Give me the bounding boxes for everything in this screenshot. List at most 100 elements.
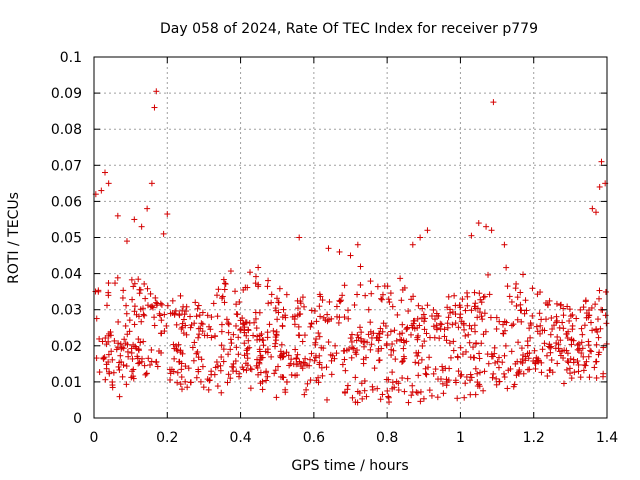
data-point (399, 286, 406, 293)
data-point (478, 340, 485, 347)
data-point (102, 376, 109, 383)
data-point (586, 374, 593, 381)
data-point (252, 280, 259, 287)
data-point (444, 304, 451, 311)
data-point (409, 382, 416, 389)
data-point (237, 317, 244, 324)
data-point (227, 336, 234, 343)
data-point (145, 355, 152, 362)
data-point (161, 328, 168, 335)
data-point (428, 313, 435, 320)
data-point (514, 294, 521, 301)
data-point (593, 341, 600, 348)
data-point (200, 384, 207, 391)
data-point (510, 383, 517, 390)
data-point (114, 212, 121, 219)
data-point (101, 169, 108, 176)
data-point (316, 359, 323, 366)
data-point (379, 328, 386, 335)
data-point (415, 302, 422, 309)
data-point (547, 344, 554, 351)
data-point (476, 350, 483, 357)
data-point (324, 396, 331, 403)
y-tick-label: 0.05 (51, 231, 82, 247)
data-point (190, 357, 197, 364)
data-point (236, 298, 243, 305)
data-point (471, 354, 478, 361)
data-point (274, 316, 281, 323)
data-point (316, 291, 323, 298)
data-point (398, 297, 405, 304)
data-point (103, 365, 110, 372)
data-point (282, 314, 289, 321)
data-point (385, 394, 392, 401)
data-point (152, 359, 159, 366)
data-point (219, 293, 226, 300)
data-point (251, 319, 258, 326)
data-point (443, 337, 450, 344)
data-point (433, 322, 440, 329)
data-point (151, 314, 158, 321)
data-point (273, 328, 280, 335)
data-point (220, 358, 227, 365)
data-point (501, 352, 508, 359)
data-point (197, 378, 204, 385)
data-point (351, 302, 358, 309)
data-point (252, 273, 259, 280)
data-point (183, 308, 190, 315)
data-point (413, 349, 420, 356)
data-point (233, 344, 240, 351)
data-point (537, 322, 544, 329)
chart-title: Day 058 of 2024, Rate Of TEC Index for r… (160, 21, 538, 37)
data-point (581, 361, 588, 368)
data-point (324, 318, 331, 325)
data-point (600, 373, 607, 380)
data-point (581, 322, 588, 329)
data-point (441, 326, 448, 333)
data-point (462, 380, 469, 387)
data-point (575, 361, 582, 368)
data-point (285, 352, 292, 359)
data-point (553, 319, 560, 326)
data-point (242, 284, 249, 291)
data-point (472, 365, 479, 372)
data-point (167, 376, 174, 383)
data-point (565, 359, 572, 366)
data-point (401, 388, 408, 395)
data-point (247, 385, 254, 392)
data-point (318, 364, 325, 371)
data-point (564, 334, 571, 341)
data-point (341, 356, 348, 363)
data-point (529, 285, 536, 292)
data-point (277, 373, 284, 380)
data-point (130, 283, 137, 290)
data-point (404, 324, 411, 331)
data-point (385, 296, 392, 303)
data-point (347, 335, 354, 342)
data-point (266, 321, 273, 328)
data-point (514, 316, 521, 323)
data-point (558, 301, 565, 308)
data-point (538, 316, 545, 323)
data-point (339, 292, 346, 299)
data-point (504, 385, 511, 392)
data-point (316, 303, 323, 310)
data-point (596, 183, 603, 190)
data-point (105, 292, 112, 299)
data-point (547, 349, 554, 356)
data-point (475, 220, 482, 227)
data-point (379, 391, 386, 398)
data-point (313, 318, 320, 325)
data-point (480, 387, 487, 394)
data-point (153, 299, 160, 306)
data-point (204, 312, 211, 319)
data-point (185, 365, 192, 372)
data-point (591, 364, 598, 371)
data-point (344, 382, 351, 389)
data-point (383, 376, 390, 383)
data-point (131, 308, 138, 315)
data-point (379, 291, 386, 298)
data-point (507, 365, 514, 372)
data-point (198, 320, 205, 327)
data-point (173, 321, 180, 328)
